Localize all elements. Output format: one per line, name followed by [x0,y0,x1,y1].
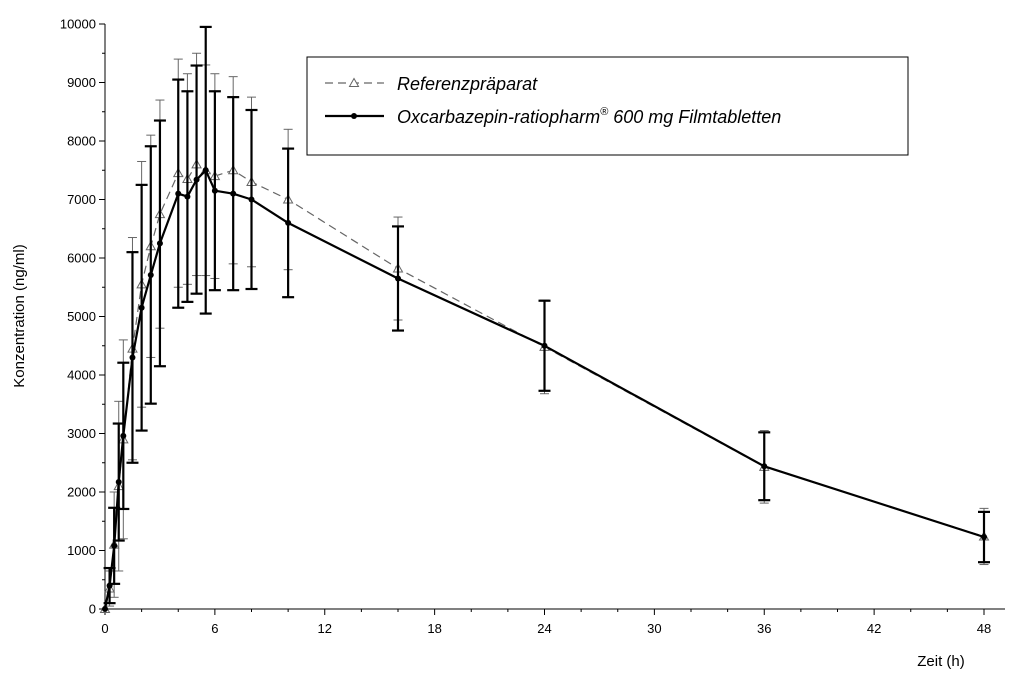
data-point-oxcarbazepin [211,187,218,194]
x-tick-label: 18 [427,621,441,636]
legend: Referenzpräparat Oxcarbazepin-ratiopharm… [306,56,909,156]
data-point-oxcarbazepin [175,190,182,197]
legend-label-oxcarbazepin-suffix: 600 mg Filmtabletten [608,107,781,127]
legend-box [306,56,909,156]
data-point-oxcarbazepin [248,196,255,203]
series-layer [99,25,990,613]
legend-marker-referenz [348,77,360,87]
y-tick-label: 9000 [67,75,96,90]
data-point-oxcarbazepin [147,271,154,278]
y-tick-label: 7000 [67,192,96,207]
y-tick-label: 2000 [67,485,96,500]
data-point-oxcarbazepin [184,193,191,200]
y-axis-ticks: 0 1000 2000 3000 4000 5000 6000 7000 8000 9000 100… [60,17,105,617]
data-point-oxcarbazepin [202,167,209,174]
legend-label-oxcarbazepin: Oxcarbazepin-ratiopharm® 600 mg Filmtabl… [397,106,781,127]
x-axis-ticks: 0 6 12 18 24 30 36 42 48 [101,609,991,636]
x-tick-label: 6 [211,621,218,636]
data-point-oxcarbazepin [285,219,292,226]
legend-label-referenz: Referenzpräparat [397,74,538,94]
data-point-oxcarbazepin [193,176,200,183]
data-point-oxcarbazepin [106,582,113,589]
data-point-oxcarbazepin [541,342,548,349]
legend-label-oxcarbazepin-sup: ® [600,106,609,118]
y-tick-label: 10000 [60,17,96,32]
data-point-oxcarbazepin [120,432,127,439]
x-tick-label: 36 [757,621,771,636]
x-tick-label: 24 [537,621,551,636]
data-point-oxcarbazepin [761,463,768,470]
x-tick-label: 12 [318,621,332,636]
data-point-oxcarbazepin [102,606,108,612]
legend-label-oxcarbazepin-name: Oxcarbazepin-ratiopharm [397,107,600,127]
x-tick-label: 48 [977,621,991,636]
x-axis-label: Zeit (h) [917,653,965,670]
y-tick-label: 0 [89,602,96,617]
x-tick-label: 30 [647,621,661,636]
y-tick-label: 6000 [67,251,96,266]
data-point-oxcarbazepin [156,240,163,247]
data-point-oxcarbazepin [115,479,122,486]
legend-marker-oxcarbazepin [351,113,357,119]
x-tick-label: 0 [101,621,108,636]
series-oxcarbazepin [102,25,990,612]
y-tick-label: 3000 [67,426,96,441]
data-point-oxcarbazepin [111,542,118,549]
data-point-oxcarbazepin [981,534,987,541]
y-axis-label: Konzentration (ng/ml) [11,244,28,387]
y-tick-label: 5000 [67,309,96,324]
y-tick-label: 1000 [67,543,96,558]
data-point-oxcarbazepin [395,275,401,282]
data-point-oxcarbazepin [138,304,145,311]
data-point-oxcarbazepin [129,354,136,361]
data-point-oxcarbazepin [230,190,237,197]
y-tick-label: 8000 [67,134,96,149]
x-tick-label: 42 [867,621,881,636]
y-tick-label: 4000 [67,368,96,383]
